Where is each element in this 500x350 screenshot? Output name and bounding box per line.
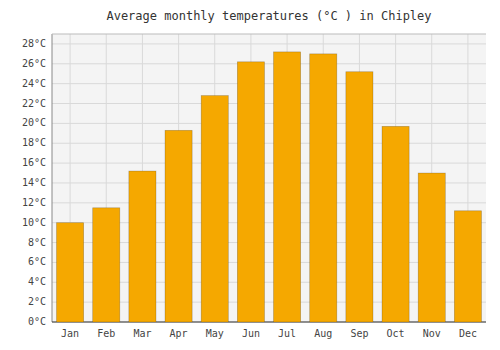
x-tick-label: Aug — [314, 328, 332, 339]
y-tick-label: 16°C — [22, 157, 46, 168]
y-tick-label: 0°C — [28, 316, 46, 327]
bar — [346, 72, 373, 322]
bars — [57, 52, 482, 322]
axes: 0°C 2°C 4°C 6°C 8°C 10°C 12°C 14°C 16°C 18°C 20°C 2… — [22, 34, 486, 339]
chart-title: Average monthly temperatures (°C ) in Ch… — [106, 9, 431, 23]
x-tick-label: May — [206, 328, 224, 339]
y-tick-label: 18°C — [22, 137, 46, 148]
y-grid-line — [52, 143, 486, 144]
y-grid-line — [52, 63, 486, 64]
y-tick-label: 14°C — [22, 177, 46, 188]
x-tick-label: Jul — [278, 328, 296, 339]
bar — [310, 54, 337, 322]
y-grid-line — [52, 43, 486, 44]
y-tick-label: 6°C — [28, 256, 46, 267]
y-grid-line — [52, 83, 486, 84]
y-axis-line — [52, 34, 53, 322]
bar — [93, 208, 120, 322]
plot-background — [52, 34, 486, 322]
bar — [237, 62, 264, 322]
y-tick-label: 2°C — [28, 296, 46, 307]
y-tick-label: 24°C — [22, 78, 46, 89]
bar — [57, 223, 84, 322]
x-tick-label: Dec — [459, 328, 477, 339]
bar — [418, 173, 445, 322]
x-tick-label: Nov — [423, 328, 441, 339]
y-tick-label: 20°C — [22, 117, 46, 128]
bar — [274, 52, 301, 322]
bar — [201, 96, 228, 322]
y-tick-label: 26°C — [22, 58, 46, 69]
x-tick-label: Mar — [133, 328, 151, 339]
bar — [382, 126, 409, 322]
bar — [454, 211, 481, 322]
chart-svg: 0°C 2°C 4°C 6°C 8°C 10°C 12°C 14°C 16°C 18°C 20°C 2… — [0, 0, 500, 350]
y-grid-line — [52, 103, 486, 104]
y-grid-line — [52, 123, 486, 124]
y-grid-line — [52, 163, 486, 164]
y-tick-label: 12°C — [22, 197, 46, 208]
bar — [165, 130, 192, 322]
x-tick-label: Sep — [350, 328, 368, 339]
chart-container: 0°C 2°C 4°C 6°C 8°C 10°C 12°C 14°C 16°C 18°C 20°C 2… — [0, 0, 500, 350]
x-tick-label: Oct — [387, 328, 405, 339]
bar — [129, 171, 156, 322]
x-tick-label: Feb — [97, 328, 115, 339]
y-tick-label: 28°C — [22, 38, 46, 49]
x-tick-label: Apr — [170, 328, 188, 339]
y-tick-label: 22°C — [22, 98, 46, 109]
grid — [52, 34, 486, 322]
y-tick-label: 4°C — [28, 276, 46, 287]
y-tick-label: 10°C — [22, 217, 46, 228]
x-tick-label: Jun — [242, 328, 260, 339]
plot-top-edge — [52, 34, 486, 35]
x-tick-label: Jan — [61, 328, 79, 339]
y-tick-label: 8°C — [28, 237, 46, 248]
